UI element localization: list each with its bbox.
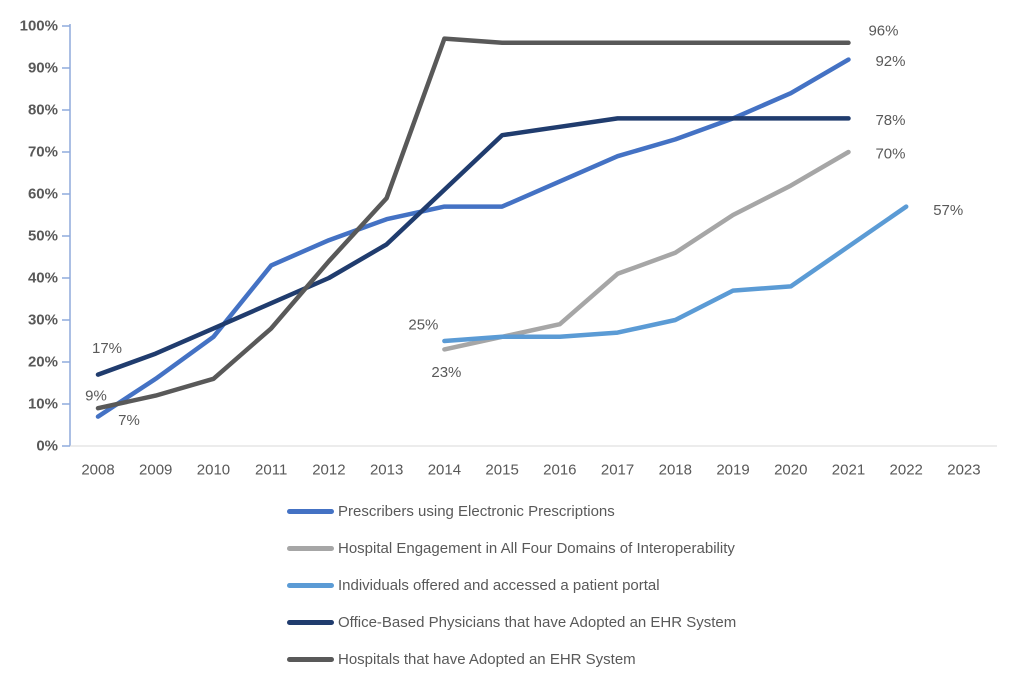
- svg-text:2021: 2021: [832, 462, 865, 479]
- svg-text:2013: 2013: [370, 462, 403, 479]
- legend-label: Prescribers using Electronic Prescriptio…: [338, 502, 615, 520]
- svg-text:96%: 96%: [868, 22, 898, 39]
- legend-line-swatch: [287, 619, 334, 625]
- legend-item-hospital-interoperability: Hospital Engagement in All Four Domains …: [287, 538, 736, 558]
- legend-item-hospitals-ehr: Hospitals that have Adopted an EHR Syste…: [287, 649, 736, 669]
- legend-label: Individuals offered and accessed a patie…: [338, 576, 660, 594]
- legend-label: Hospital Engagement in All Four Domains …: [338, 539, 735, 557]
- svg-text:2023: 2023: [947, 462, 980, 479]
- svg-text:2020: 2020: [774, 462, 807, 479]
- tick-labels: 0% 10% 20% 30% 40% 50% 60% 70% 80% 90% 100% 2008 200…: [20, 18, 981, 479]
- chart-legend: Prescribers using Electronic Prescriptio…: [287, 501, 736, 677]
- svg-text:2012: 2012: [312, 462, 345, 479]
- svg-text:9%: 9%: [85, 388, 107, 405]
- svg-text:0%: 0%: [36, 438, 58, 455]
- legend-item-physicians-ehr: Office-Based Physicians that have Adopte…: [287, 612, 736, 632]
- svg-text:100%: 100%: [20, 18, 58, 35]
- svg-text:2022: 2022: [890, 462, 923, 479]
- svg-text:90%: 90%: [28, 60, 58, 77]
- svg-text:57%: 57%: [933, 202, 963, 219]
- svg-text:2008: 2008: [81, 462, 114, 479]
- legend-label: Hospitals that have Adopted an EHR Syste…: [338, 650, 636, 668]
- svg-text:2017: 2017: [601, 462, 634, 479]
- svg-text:60%: 60%: [28, 186, 58, 203]
- svg-text:2014: 2014: [428, 462, 461, 479]
- legend-label: Office-Based Physicians that have Adopte…: [338, 613, 737, 631]
- axes: [62, 24, 997, 447]
- svg-text:2010: 2010: [197, 462, 230, 479]
- series-lines: [95, 36, 909, 419]
- svg-text:78%: 78%: [875, 112, 905, 129]
- legend-item-prescribers: Prescribers using Electronic Prescriptio…: [287, 501, 736, 521]
- svg-text:80%: 80%: [28, 102, 58, 119]
- svg-text:7%: 7%: [118, 412, 140, 429]
- line-chart: 0% 10% 20% 30% 40% 50% 60% 70% 80% 90% 100% 2008 200…: [20, 18, 997, 479]
- legend-line-swatch: [287, 508, 334, 514]
- svg-text:23%: 23%: [431, 364, 461, 381]
- svg-text:70%: 70%: [28, 144, 58, 161]
- data-labels: 17% 9% 7% 25% 23% 96% 92% 78% 70% 57%: [85, 22, 963, 429]
- svg-text:50%: 50%: [28, 228, 58, 245]
- svg-text:30%: 30%: [28, 312, 58, 329]
- svg-text:2018: 2018: [659, 462, 692, 479]
- legend-line-swatch: [287, 656, 334, 662]
- svg-text:92%: 92%: [875, 53, 905, 70]
- svg-text:40%: 40%: [28, 270, 58, 287]
- svg-text:2009: 2009: [139, 462, 172, 479]
- svg-text:2019: 2019: [716, 462, 749, 479]
- svg-text:2015: 2015: [485, 462, 518, 479]
- svg-text:20%: 20%: [28, 354, 58, 371]
- svg-text:17%: 17%: [92, 340, 122, 357]
- svg-text:25%: 25%: [408, 317, 438, 334]
- legend-line-swatch: [287, 582, 334, 588]
- svg-text:70%: 70%: [875, 146, 905, 163]
- svg-text:10%: 10%: [28, 396, 58, 413]
- legend-item-patient-portal: Individuals offered and accessed a patie…: [287, 575, 736, 595]
- svg-text:2011: 2011: [255, 462, 287, 479]
- legend-line-swatch: [287, 545, 334, 551]
- svg-text:2016: 2016: [543, 462, 576, 479]
